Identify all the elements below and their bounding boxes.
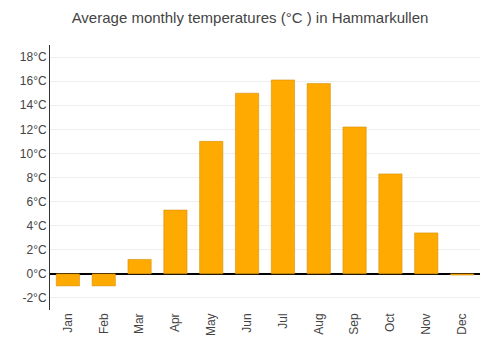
svg-text:14°C: 14°C [20, 98, 47, 112]
svg-text:Oct: Oct [383, 313, 397, 332]
svg-text:Dec: Dec [455, 313, 469, 334]
svg-text:Aug: Aug [312, 313, 326, 334]
svg-text:Feb: Feb [97, 313, 111, 334]
svg-text:May: May [204, 313, 218, 336]
svg-text:10°C: 10°C [20, 147, 47, 161]
svg-text:Sep: Sep [347, 313, 361, 335]
svg-text:Nov: Nov [419, 313, 433, 334]
svg-text:Jun: Jun [240, 313, 254, 332]
svg-text:Apr: Apr [168, 313, 182, 332]
svg-text:12°C: 12°C [20, 123, 47, 137]
svg-text:8°C: 8°C [26, 171, 46, 185]
svg-text:-2°C: -2°C [22, 291, 46, 305]
svg-text:4°C: 4°C [26, 219, 46, 233]
svg-text:Average monthly temperatures (: Average monthly temperatures (°C ) in Ha… [72, 9, 429, 26]
svg-text:6°C: 6°C [26, 195, 46, 209]
svg-text:Jul: Jul [276, 313, 290, 328]
svg-text:2°C: 2°C [26, 243, 46, 257]
svg-text:0°C: 0°C [26, 267, 46, 281]
svg-text:Jan: Jan [61, 313, 75, 332]
svg-text:Mar: Mar [132, 313, 146, 334]
svg-text:18°C: 18°C [20, 50, 47, 64]
svg-text:16°C: 16°C [20, 74, 47, 88]
